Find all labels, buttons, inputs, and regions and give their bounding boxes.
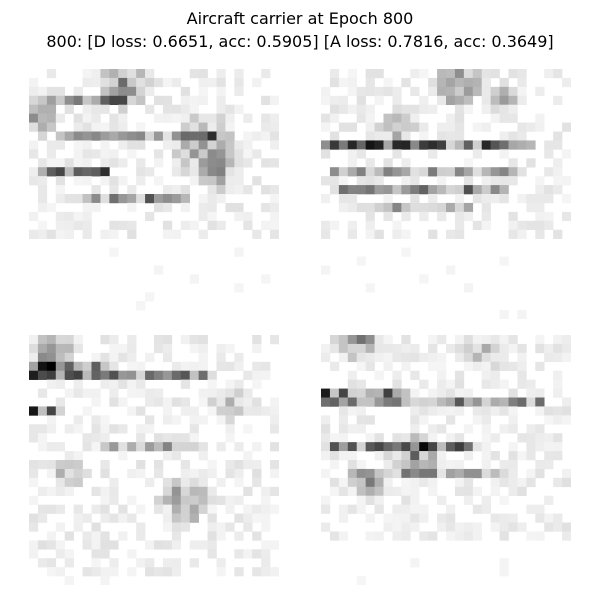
sample-pixels-2 — [321, 69, 571, 319]
sample-pixels-4 — [321, 335, 571, 585]
sample-pixels-1 — [29, 69, 279, 311]
figure-title: Aircraft carrier at Epoch 800 — [186, 9, 414, 28]
sample-pixels-3 — [29, 335, 279, 585]
generated-image-1 — [29, 69, 279, 319]
generated-image-4 — [321, 335, 571, 585]
figure-subtitle-losses: 800: [D loss: 0.6651, acc: 0.5905] [A lo… — [46, 32, 554, 51]
generated-image-2 — [321, 69, 571, 319]
generated-image-3 — [29, 335, 279, 585]
